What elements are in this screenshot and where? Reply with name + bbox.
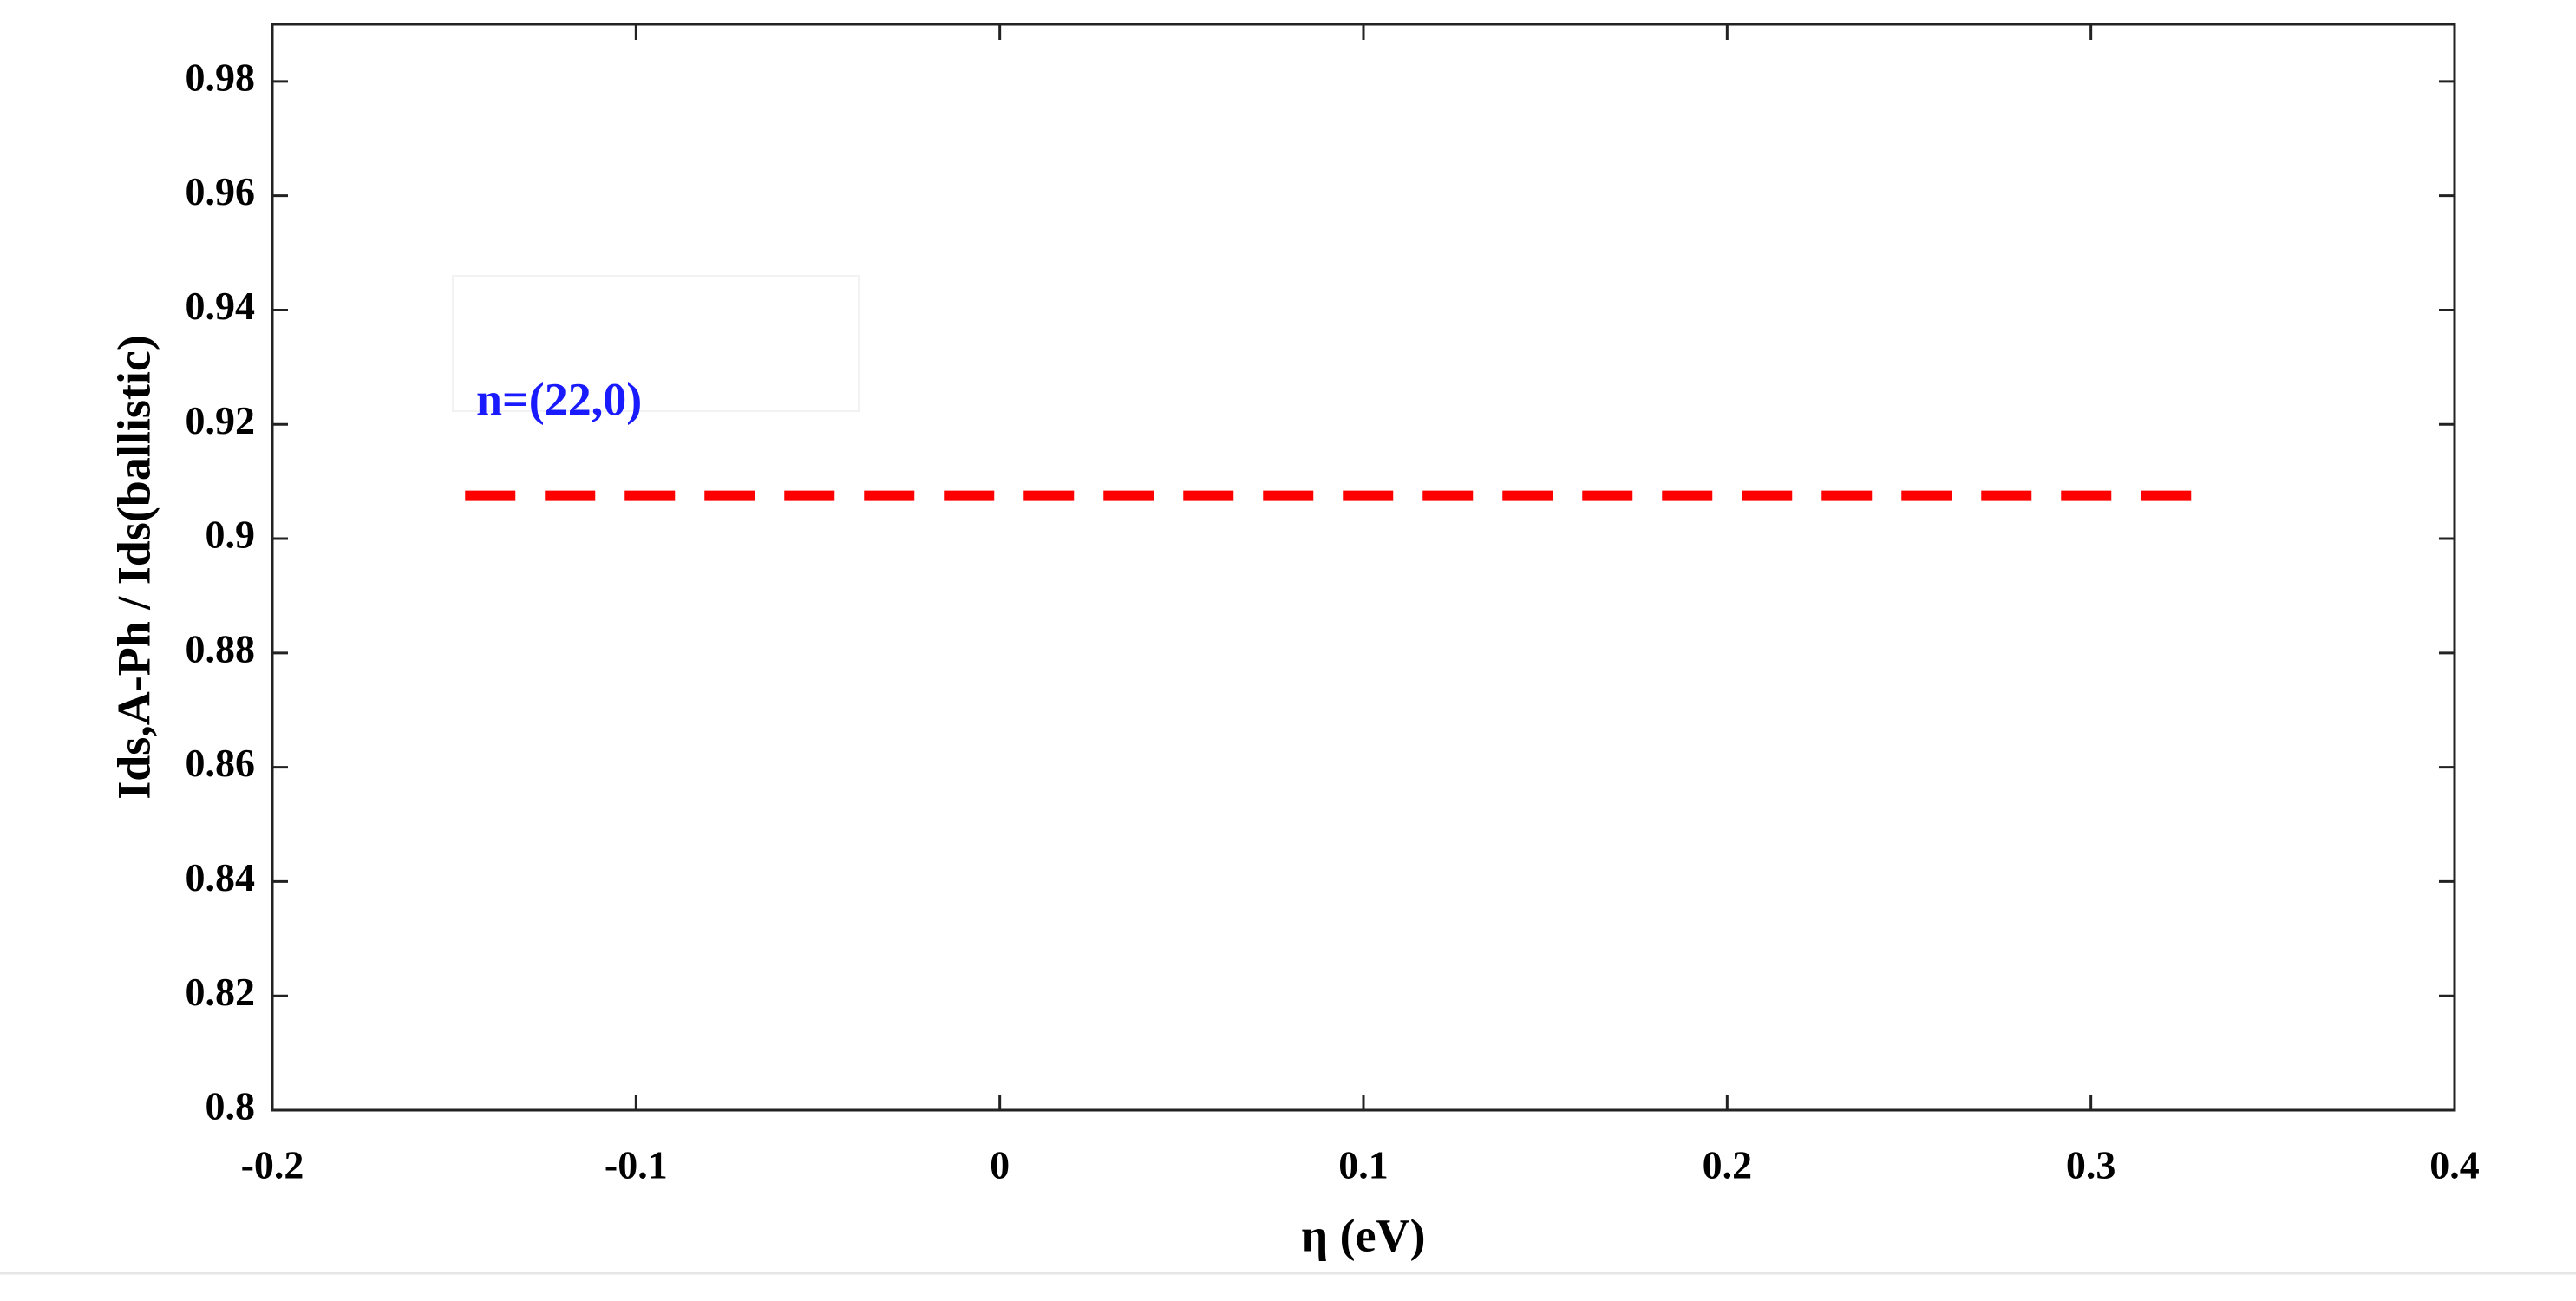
x-tick-label: -0.1: [605, 1143, 668, 1187]
y-tick-label: 0.82: [186, 970, 256, 1014]
x-tick-label: 0: [990, 1143, 1010, 1187]
y-axis-label: Ids,A-Ph / Ids(ballistic): [108, 335, 160, 800]
x-axis-label: η (eV): [1301, 1209, 1425, 1261]
y-tick-label: 0.92: [186, 398, 256, 442]
y-tick-label: 0.98: [186, 55, 256, 99]
x-tick-label: 0.2: [1703, 1143, 1753, 1187]
x-tick-label: 0.1: [1338, 1143, 1389, 1187]
x-tick-label: 0.4: [2429, 1143, 2480, 1187]
x-tick-label: -0.2: [241, 1143, 304, 1187]
legend-box: [452, 275, 860, 412]
y-tick-label: 0.9: [206, 513, 256, 557]
x-tick-label: 0.3: [2066, 1143, 2116, 1187]
y-tick-label: 0.88: [186, 626, 256, 670]
legend-label: n=(22,0): [476, 373, 642, 425]
y-tick-label: 0.84: [186, 855, 256, 899]
y-tick-label: 0.94: [186, 284, 256, 328]
y-tick-label: 0.8: [206, 1084, 256, 1128]
y-tick-label: 0.86: [186, 741, 256, 785]
y-tick-label: 0.96: [186, 169, 256, 213]
